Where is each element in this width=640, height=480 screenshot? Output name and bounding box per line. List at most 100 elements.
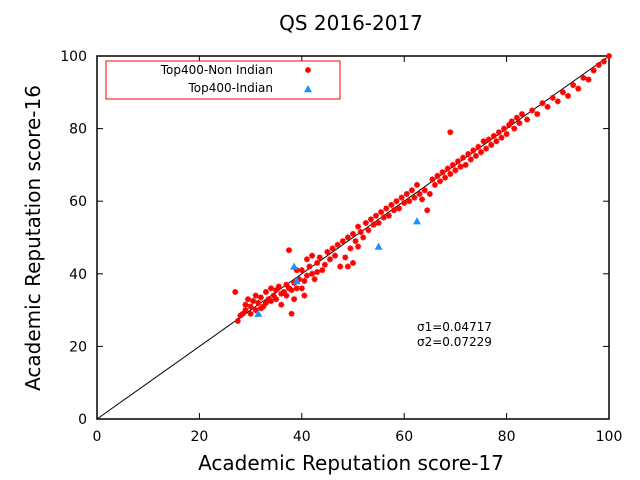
data-point-indian — [254, 309, 263, 317]
data-point-non-indian — [513, 114, 520, 121]
data-points — [232, 53, 612, 324]
x-tick-label: 20 — [190, 429, 208, 445]
data-point-non-indian — [247, 310, 254, 317]
data-point-non-indian — [278, 290, 285, 297]
data-point-non-indian — [286, 247, 292, 254]
data-point-non-indian — [495, 129, 502, 136]
data-point-non-indian — [449, 161, 456, 168]
data-point-non-indian — [329, 245, 336, 252]
data-point-non-indian — [467, 156, 474, 163]
data-point-non-indian — [534, 111, 541, 118]
data-point-non-indian — [595, 62, 602, 69]
data-point-non-indian — [434, 172, 441, 179]
data-point-non-indian — [316, 254, 323, 261]
data-point-non-indian — [326, 256, 333, 263]
data-point-non-indian — [262, 299, 269, 306]
data-point-non-indian — [442, 174, 449, 181]
data-point-non-indian — [590, 67, 597, 74]
data-point-non-indian — [288, 310, 295, 317]
data-point-indian — [292, 277, 301, 285]
data-point-non-indian — [421, 187, 428, 194]
data-point-non-indian — [508, 118, 515, 125]
data-point-non-indian — [411, 194, 418, 201]
data-point-non-indian — [396, 205, 403, 212]
data-point-non-indian — [344, 234, 351, 241]
data-point-non-indian — [488, 141, 495, 148]
data-point-non-indian — [426, 190, 433, 197]
data-point-non-indian — [385, 212, 392, 219]
data-point-non-indian — [355, 243, 362, 250]
data-point-non-indian — [378, 209, 385, 216]
data-point-non-indian — [360, 234, 367, 241]
data-point-non-indian — [301, 292, 308, 299]
data-point-non-indian — [454, 158, 461, 165]
data-point-non-indian — [237, 312, 244, 319]
data-point-non-indian — [314, 268, 321, 275]
data-point-non-indian — [247, 303, 254, 310]
data-point-non-indian — [239, 310, 246, 317]
data-point-non-indian — [245, 296, 252, 303]
data-point-non-indian — [280, 288, 287, 295]
data-point-non-indian — [303, 272, 310, 279]
data-point-non-indian — [475, 143, 482, 150]
data-point-non-indian — [344, 263, 351, 270]
data-point-non-indian — [439, 169, 446, 176]
data-point-non-indian — [314, 259, 321, 266]
data-point-non-indian — [242, 301, 249, 308]
data-point-non-indian — [452, 167, 459, 174]
data-point-non-indian — [539, 100, 546, 107]
data-point-non-indian — [447, 129, 454, 136]
legend: Top400-Non Indian Top400-Indian — [105, 60, 341, 100]
data-point-non-indian — [309, 270, 316, 277]
data-point-non-indian — [293, 285, 300, 292]
data-point-indian — [374, 242, 383, 250]
data-point-non-indian — [490, 132, 497, 139]
data-point-non-indian — [252, 292, 259, 299]
data-point-non-indian — [398, 194, 405, 201]
data-point-non-indian — [273, 296, 280, 303]
data-point-non-indian — [462, 161, 469, 168]
data-point-non-indian — [275, 283, 282, 290]
data-point-non-indian — [268, 298, 275, 305]
data-point-non-indian — [511, 125, 518, 132]
data-point-non-indian — [570, 82, 577, 89]
data-point-non-indian — [403, 190, 410, 197]
data-point-non-indian — [337, 263, 344, 270]
data-point-non-indian — [393, 198, 400, 205]
data-point-non-indian — [298, 267, 305, 274]
data-point-non-indian — [324, 249, 331, 256]
data-point-non-indian — [265, 296, 272, 303]
data-point-non-indian — [242, 307, 249, 314]
data-point-non-indian — [255, 299, 262, 306]
data-point-non-indian — [350, 230, 356, 237]
data-point-non-indian — [306, 263, 313, 270]
data-point-non-indian — [250, 298, 257, 305]
data-point-non-indian — [483, 145, 490, 152]
x-tick-label: 100 — [596, 429, 623, 445]
data-point-non-indian — [332, 252, 339, 259]
data-point-non-indian — [406, 198, 413, 205]
y-tick-label: 40 — [69, 267, 87, 283]
data-point-non-indian — [431, 181, 438, 188]
data-point-non-indian — [350, 259, 356, 266]
data-point-non-indian — [232, 288, 239, 295]
data-point-non-indian — [301, 278, 308, 285]
data-point-non-indian — [383, 205, 390, 212]
axis-ticks: 0 20 40 60 80 100 0 20 40 60 80 100 — [60, 49, 622, 445]
data-point-non-indian — [600, 58, 607, 65]
legend-marker-indian — [304, 85, 312, 93]
data-point-non-indian — [298, 285, 305, 292]
data-point-non-indian — [270, 292, 277, 299]
data-point-non-indian — [575, 85, 582, 92]
data-point-non-indian — [311, 276, 318, 283]
data-point-non-indian — [472, 152, 479, 159]
data-point-non-indian — [355, 223, 362, 230]
y-axis-label: Academic Reputation score-16 — [21, 85, 45, 391]
data-point-non-indian — [291, 296, 298, 303]
x-axis-label: Academic Reputation score-17 — [198, 451, 504, 475]
y-tick-label: 100 — [60, 49, 87, 65]
data-point-non-indian — [390, 207, 397, 214]
legend-box — [105, 60, 341, 100]
data-point-non-indian — [498, 134, 505, 141]
data-point-non-indian — [480, 138, 487, 145]
